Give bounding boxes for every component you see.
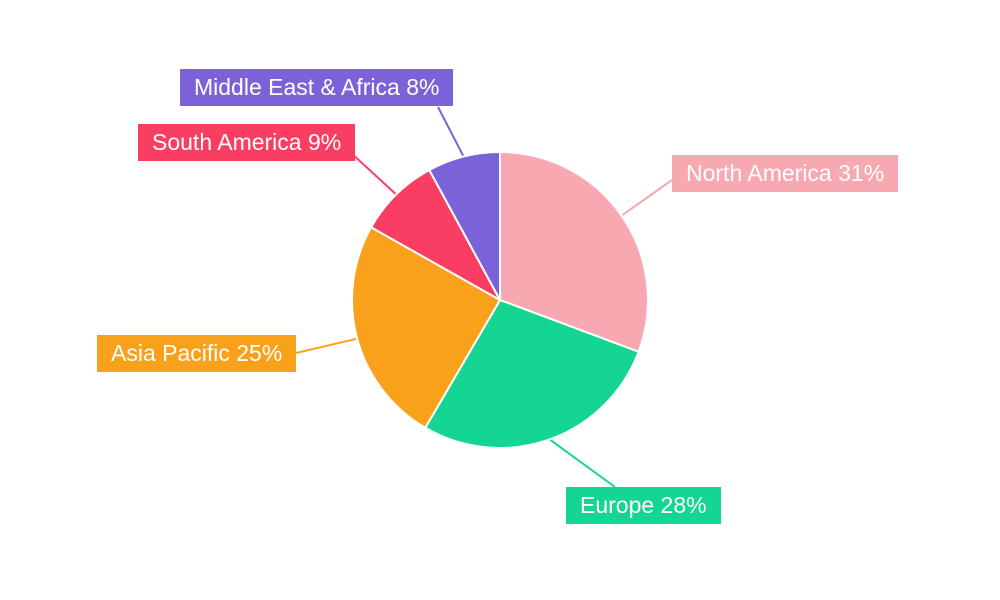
leader-line-middle-east-africa — [437, 106, 465, 158]
callout-europe: Europe 28% — [566, 487, 721, 524]
leader-line-asia-pacific — [295, 337, 358, 354]
callout-asia-pacific: Asia Pacific 25% — [97, 335, 297, 372]
pie-slice-middle-east-africa — [427, 150, 501, 301]
callout-north-america: North America 31% — [672, 155, 899, 192]
pie-slice-asia-pacific — [351, 225, 502, 430]
leader-line-europe — [549, 438, 616, 488]
pie-slice-south-america — [369, 168, 503, 303]
pie-slice-north-america — [499, 150, 649, 354]
callout-south-america: South America 9% — [138, 124, 356, 161]
callout-middle-east-africa: Middle East & Africa 8% — [180, 69, 454, 106]
leader-line-south-america — [349, 151, 397, 196]
leader-line-north-america — [621, 179, 673, 217]
